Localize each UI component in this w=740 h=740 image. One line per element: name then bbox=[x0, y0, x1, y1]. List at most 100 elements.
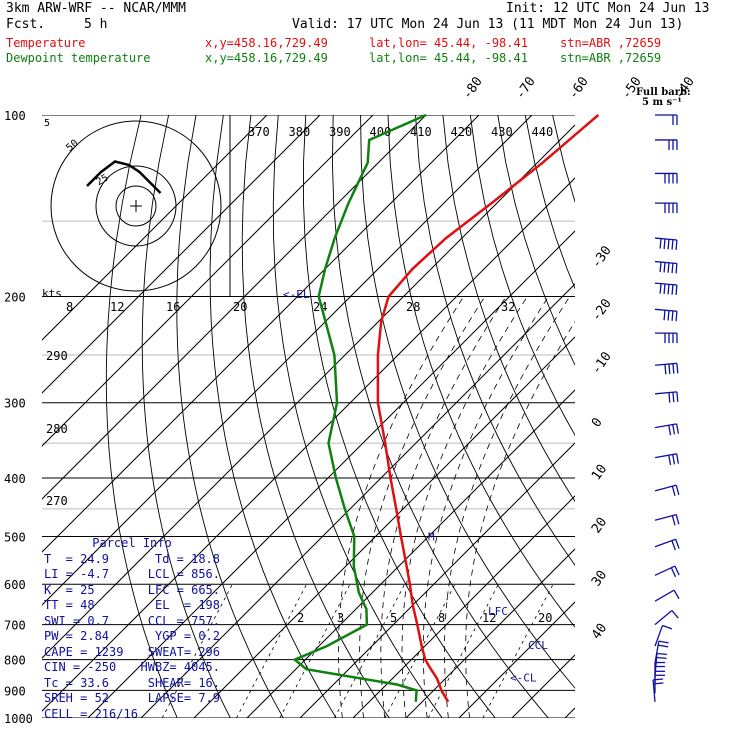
parcel-left-value: LI = -4.7 bbox=[44, 567, 110, 581]
wind-barb bbox=[655, 139, 678, 150]
temperature-station: stn=ABR ,72659 bbox=[560, 36, 662, 50]
wind-barb bbox=[654, 308, 678, 322]
isotherm-line bbox=[42, 115, 268, 341]
hodograph-ring bbox=[50, 120, 222, 292]
wind-barb bbox=[654, 624, 673, 647]
dry-adiabat-line bbox=[635, 115, 740, 718]
mixing-ratio-label-upper: 32 bbox=[501, 300, 515, 314]
parcel-left-value: T = 24.9 bbox=[44, 551, 110, 566]
theta-label: 420 bbox=[451, 125, 473, 139]
parcel-left-value: SREH = 52 bbox=[44, 691, 110, 705]
wind-barb bbox=[654, 670, 665, 694]
isotherm-label: -30 bbox=[589, 243, 615, 271]
parcel-row: TT = 48 EL = 198 bbox=[44, 598, 220, 614]
dry-adiabat-line bbox=[608, 115, 740, 718]
theta-label: 430 bbox=[491, 125, 513, 139]
dewpoint-latlon: lat,lon= 45.44, -98.41 bbox=[369, 51, 528, 65]
moist-adiabat-line bbox=[465, 320, 575, 718]
wind-barb bbox=[654, 640, 669, 663]
parcel-row: T = 24.9 Td = 18.8 bbox=[44, 552, 220, 568]
hodograph-ring-label: 50 bbox=[64, 138, 80, 154]
parcel-row: SWI = 0.7 CCL = 757. bbox=[44, 614, 220, 630]
isotherm-label: -70 bbox=[513, 74, 539, 102]
wind-barb bbox=[654, 453, 680, 466]
dry-adiabat-line bbox=[552, 115, 575, 204]
pressure-tick-label: 600 bbox=[4, 578, 26, 592]
moist-adiabat-line bbox=[401, 296, 528, 718]
moist-adiabat-line bbox=[380, 296, 507, 718]
wind-barb bbox=[654, 538, 680, 551]
mixing-ratio-label-upper: 24 bbox=[313, 300, 327, 314]
isotherm-line bbox=[42, 115, 480, 553]
dry-adiabat-label: 290 bbox=[46, 349, 68, 363]
parcel-right-value: LCL = 856. bbox=[147, 567, 220, 581]
isotherm-label: -80 bbox=[460, 74, 486, 102]
isotherm-line bbox=[42, 124, 575, 659]
parcel-left-value: TT = 48 bbox=[44, 598, 95, 612]
pressure-tick-label: 1000 bbox=[4, 712, 33, 726]
wind-barb bbox=[652, 678, 664, 702]
mixing-ratio-label-upper: 20 bbox=[233, 300, 247, 314]
moist-adiabat-line bbox=[444, 296, 571, 718]
hodograph-ring bbox=[115, 185, 157, 227]
isotherm-line bbox=[299, 442, 575, 718]
dry-adiabat-line bbox=[662, 115, 740, 718]
level-marker-label: <-EL bbox=[283, 288, 310, 301]
wind-barb bbox=[654, 237, 678, 251]
mixing-ratio-label-lower: 8 bbox=[438, 611, 445, 625]
isotherm-label: 0 bbox=[589, 415, 606, 430]
hodograph-kts-label: kts bbox=[42, 287, 62, 300]
mixing-ratio-label-upper: 16 bbox=[166, 300, 180, 314]
temperature-xy: x,y=458.16,729.49 bbox=[205, 36, 328, 50]
isotherm-line bbox=[42, 115, 321, 394]
dry-adiabat-line bbox=[360, 115, 575, 689]
isotherm-line bbox=[458, 601, 575, 718]
level-marker-label: LFC bbox=[488, 605, 508, 618]
wind-barb bbox=[654, 362, 679, 375]
hodograph-ring-label: 25 bbox=[95, 173, 111, 189]
isotherm-line bbox=[246, 389, 575, 718]
isotherm-label: -20 bbox=[589, 296, 615, 324]
isotherm-line bbox=[42, 115, 374, 447]
wind-barb bbox=[654, 589, 680, 602]
theta-label: 380 bbox=[289, 125, 311, 139]
mixing-ratio-label-lower: 2 bbox=[297, 611, 304, 625]
wind-barb bbox=[654, 661, 665, 685]
parcel-row: K = 25 LFC = 665. bbox=[44, 583, 220, 599]
isotherm-label: 10 bbox=[589, 462, 610, 483]
isotherm-line bbox=[87, 230, 575, 718]
wind-barb bbox=[654, 260, 678, 274]
temperature-latlon: lat,lon= 45.44, -98.41 bbox=[369, 36, 528, 50]
full-barb-value: 5 m s⁻¹ bbox=[642, 97, 682, 108]
isotherm-line bbox=[405, 548, 575, 718]
mixing-ratio-line bbox=[236, 584, 307, 718]
isotherm-line bbox=[42, 177, 575, 712]
dry-adiabat-line bbox=[209, 115, 337, 718]
theta-label: 390 bbox=[329, 125, 351, 139]
wind-barb bbox=[654, 652, 667, 676]
dry-adiabat-line bbox=[303, 115, 496, 718]
moist-adiabat-line bbox=[422, 296, 549, 718]
pressure-tick-label: 700 bbox=[4, 619, 26, 633]
level-marker-label: CCL bbox=[528, 639, 548, 652]
dry-adiabat-label: 280 bbox=[46, 422, 68, 436]
isotherm-line bbox=[193, 336, 575, 718]
temperature-profile bbox=[376, 114, 600, 703]
pressure-tick-label: 500 bbox=[4, 530, 26, 544]
wind-barb bbox=[655, 202, 678, 214]
pressure-tick-label: 900 bbox=[4, 684, 26, 698]
pressure-tick-label: 400 bbox=[4, 472, 26, 486]
mixing-ratio-label-upper: 12 bbox=[110, 300, 124, 314]
wind-barb bbox=[654, 282, 678, 296]
dewpoint-profile bbox=[292, 113, 427, 702]
wind-barb bbox=[654, 391, 679, 403]
dry-adiabat-line bbox=[387, 115, 575, 628]
mixing-ratio-line bbox=[334, 584, 406, 718]
parcel-row: Tc = 33.6 SHEAR= 16. bbox=[44, 676, 220, 692]
dry-adiabat-line bbox=[415, 115, 575, 566]
dewpoint-xy: x,y=458.16,729.49 bbox=[205, 51, 328, 65]
parcel-left-value: PW = 2.84 bbox=[44, 629, 110, 643]
isotherm-line bbox=[352, 495, 575, 718]
isotherm-line bbox=[564, 707, 575, 718]
plot-area bbox=[42, 115, 740, 718]
